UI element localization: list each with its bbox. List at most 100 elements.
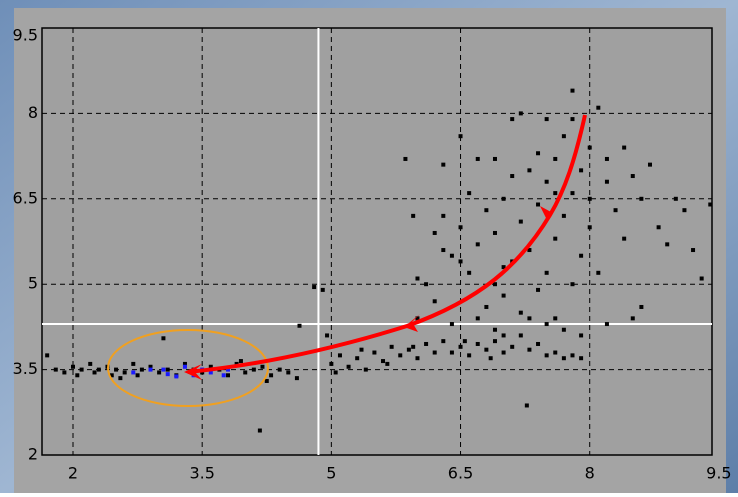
point [510,117,514,121]
y-tick-label: 8 [28,103,38,122]
point [372,351,376,355]
x-tick-label: 9.5 [706,464,731,483]
point [493,157,497,161]
point [166,372,170,376]
y-tick-label: 3.5 [13,359,38,378]
point [519,220,523,224]
point [325,333,329,337]
point [502,333,506,337]
point [441,339,445,343]
point [166,368,170,372]
point [286,370,290,374]
point [459,134,463,138]
point [355,356,359,360]
point [334,370,338,374]
point [476,342,480,346]
point [484,305,488,309]
point [411,345,415,349]
point [562,356,566,360]
point [588,197,592,201]
point [381,359,385,363]
point [579,254,583,258]
point [493,231,497,235]
x-tick-label: 3.5 [189,464,214,483]
point [691,248,695,252]
point [398,353,402,357]
point [502,294,506,298]
point [519,333,523,337]
point [441,248,445,252]
x-tick-label: 6.5 [448,464,473,483]
point [536,202,540,206]
point [433,231,437,235]
x-tick-label: 5 [326,464,336,483]
point [519,111,523,115]
point [536,342,540,346]
point [441,214,445,218]
point [579,356,583,360]
point [450,351,454,355]
point [631,316,635,320]
x-tick-label: 2 [68,464,78,483]
point [489,356,493,360]
point [682,208,686,212]
point [329,362,333,366]
point [459,225,463,229]
point [385,362,389,366]
point [605,322,609,326]
point [605,157,609,161]
point [347,365,351,369]
point [545,180,549,184]
point [312,285,316,289]
point [88,362,92,366]
point [536,151,540,155]
point [648,163,652,167]
point [502,197,506,201]
point [553,191,557,195]
x-tick-label: 8 [585,464,595,483]
point [149,368,153,372]
point [252,368,256,372]
point [415,356,419,360]
chart: 23.556.589.523.556.589.5 [0,0,738,493]
point [502,351,506,355]
point [97,368,101,372]
point [258,429,262,433]
point [553,316,557,320]
point [118,376,122,380]
point [433,299,437,303]
point [140,368,144,372]
point [708,202,712,206]
point [243,370,247,374]
point [424,282,428,286]
point [476,242,480,246]
point [631,174,635,178]
point [411,214,415,218]
point [54,368,58,372]
point [467,353,471,357]
point [605,180,609,184]
point [525,403,529,407]
point [62,370,66,374]
point [222,373,226,377]
point [269,373,273,377]
point [161,336,165,340]
point [136,373,140,377]
point [459,259,463,263]
point [321,288,325,292]
point [493,339,497,343]
point [553,237,557,241]
point [467,191,471,195]
point [562,328,566,332]
point [295,376,299,380]
point [510,174,514,178]
point [562,134,566,138]
point [390,345,394,349]
point [562,214,566,218]
point [545,353,549,357]
point [622,146,626,150]
point [700,277,704,281]
point [536,288,540,292]
y-tick-label: 5 [28,274,38,293]
point [239,359,243,363]
